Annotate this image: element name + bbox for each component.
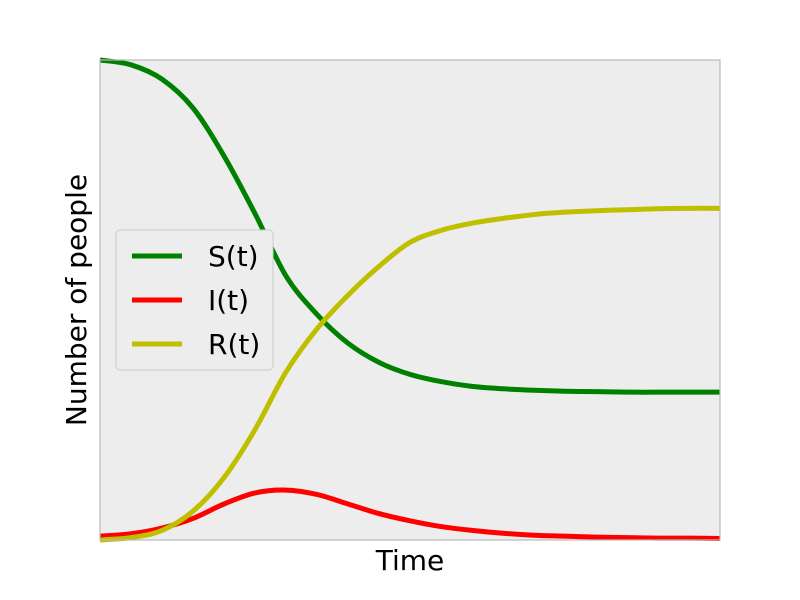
legend-label-1: I(t) (208, 284, 249, 317)
series-line-1 (99, 487, 721, 542)
legend-label-0: S(t) (208, 240, 259, 273)
legend-box (115, 229, 274, 371)
legend-label-2: R(t) (208, 328, 260, 361)
legend: S(t) I(t) R(t) (115, 229, 274, 371)
plot-frame (99, 59, 721, 541)
series-layer (99, 57, 721, 543)
y-axis-label: Number of people (60, 174, 93, 426)
series-line-0 (99, 57, 720, 395)
series-line-2 (99, 205, 721, 543)
x-axis-label: Time (375, 544, 445, 577)
